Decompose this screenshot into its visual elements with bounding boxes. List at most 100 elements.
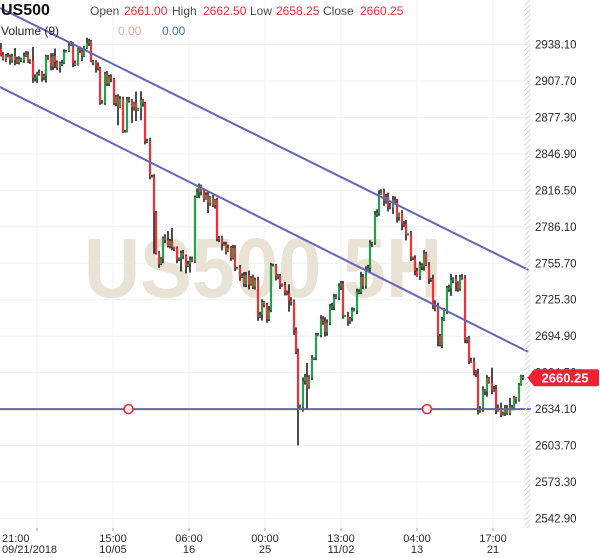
candle-wick [380, 189, 382, 195]
candle-body-down [256, 280, 260, 317]
candle-body-up [28, 60, 32, 62]
channel-upper-trendline[interactable] [0, 7, 529, 271]
candle-body-up [319, 319, 323, 336]
candle-body-up [379, 192, 383, 195]
candle-body-down [283, 285, 287, 293]
candle-body-up [51, 56, 55, 67]
candle-body-up [449, 280, 453, 289]
time-tick-date: 11/02 [328, 544, 355, 556]
candle-body-down [456, 283, 460, 289]
candle-body-down [121, 98, 125, 132]
candle-body-down [262, 301, 266, 306]
time-tick-time: 21:00 [2, 533, 30, 545]
candle-wick [171, 228, 173, 251]
candle-body-up [298, 407, 302, 409]
candle-body-up [208, 197, 212, 204]
time-tick-time: 13:00 [327, 533, 355, 545]
candle-body-up [440, 320, 444, 346]
candle-body-down [294, 330, 298, 353]
candle-wick [344, 315, 346, 317]
candle-wick [272, 263, 274, 267]
price-axis-label: 2542.90 [535, 514, 577, 526]
candle-body-down [413, 258, 417, 271]
candle-body-up [271, 265, 275, 267]
candle-body-down [463, 277, 467, 340]
candle-body-down [409, 234, 413, 258]
candle-body-up [186, 264, 190, 267]
candle-body-up [357, 291, 361, 293]
candle-body-up [406, 234, 410, 236]
candle-wick [153, 174, 155, 254]
candle-body-up [301, 381, 305, 408]
line-anchor-circle-1[interactable] [123, 403, 134, 415]
candle-body-up [366, 268, 370, 270]
candle-body-down [181, 252, 185, 257]
candle-wick [117, 94, 119, 126]
candle-body-up [91, 61, 95, 63]
candle-body-down [190, 259, 194, 262]
candle-body-down [411, 257, 415, 259]
line-anchor-circle-2[interactable] [421, 403, 433, 415]
candle-body-down [386, 196, 390, 207]
candle-wick [7, 53, 9, 58]
candle-body-up [118, 98, 122, 108]
candle-body-up [377, 194, 381, 214]
price-axis-label: 2846.90 [535, 149, 577, 161]
candle-body-down [395, 202, 399, 218]
candle-body-down [105, 73, 109, 84]
candle-body-up [24, 54, 28, 57]
candle-body-up [82, 47, 86, 56]
candle-body-up [76, 48, 80, 65]
time-tick-time: 17:00 [479, 533, 507, 545]
candle-body-up [35, 73, 39, 78]
candle-body-up [359, 277, 363, 292]
candle-body-up [4, 55, 8, 59]
candle-wick [493, 386, 495, 392]
candle-body-down [202, 191, 206, 200]
candle-body-down [490, 382, 494, 391]
candle-body-down [31, 60, 35, 78]
candle-wick [25, 51, 27, 58]
candle-body-down [487, 378, 491, 383]
candle-body-down [206, 195, 210, 204]
candle-body-down [141, 100, 145, 104]
candle-body-down [287, 293, 291, 301]
channel-lower-trendline[interactable] [0, 86, 529, 353]
candle-body-up [67, 45, 71, 52]
candle-body-up [240, 275, 244, 277]
candle-body-down [163, 238, 167, 241]
candle-body-down [13, 56, 17, 60]
candle-body-up [517, 384, 521, 401]
candle-body-down [94, 61, 98, 66]
candle-body-up [422, 253, 426, 267]
candle-body-up [314, 335, 318, 359]
candle-body-down [134, 103, 138, 110]
candle-body-up [62, 52, 66, 63]
candle-body-down [431, 278, 435, 304]
candle-wick [259, 311, 261, 318]
candle-body-down [476, 373, 480, 411]
candle-body-up [303, 377, 307, 382]
candle-body-down [80, 50, 84, 56]
candle-body-up [429, 278, 433, 280]
candle-body-up [179, 252, 183, 259]
candle-body-down [46, 56, 50, 58]
candle-body-up [58, 63, 62, 68]
axis-hatch-strip [524, 0, 531, 528]
candle-body-down [148, 141, 152, 177]
candle-body-up [107, 77, 111, 84]
candle-body-up [195, 192, 199, 198]
candle-body-down [460, 276, 464, 279]
candle-body-down [341, 283, 345, 316]
candle-wick [101, 100, 103, 104]
candle-body-down [265, 305, 269, 320]
candle-wick [187, 260, 189, 268]
candle-body-down [0, 48, 3, 55]
candle-body-down [278, 275, 282, 285]
candle-wick [173, 246, 175, 252]
price-axis-label: 2573.30 [535, 477, 577, 489]
candle-body-down [382, 192, 386, 201]
price-axis-label: 2634.10 [535, 404, 577, 416]
